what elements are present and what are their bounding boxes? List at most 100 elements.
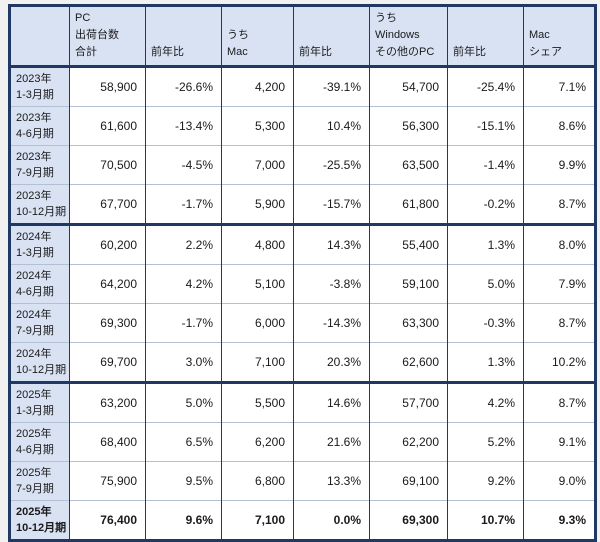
- column-header-line: PC: [75, 12, 91, 24]
- period-year: 2025年: [16, 428, 52, 440]
- column-header-line: Mac: [529, 29, 550, 41]
- value-cell: 3.0%: [145, 342, 222, 383]
- period-quarter: 7-9月期: [16, 325, 54, 337]
- value-cell: 8.7%: [523, 382, 596, 423]
- column-header: PC 出荷台数 合計: [69, 5, 146, 67]
- value-cell: 8.7%: [523, 184, 596, 225]
- column-header-line: Mac: [227, 46, 248, 58]
- year-group-2025: 2025年 1-3月期 63,200 5.0% 5,500 14.6% 57,700 4.2%…: [9, 382, 596, 542]
- table-row: 2024年 1-3月期 60,200 2.2% 4,800 14.3% 55,400 1.3%…: [9, 224, 596, 265]
- period-quarter: 1-3月期: [16, 89, 54, 101]
- period-quarter: 1-3月期: [16, 247, 54, 259]
- column-header: 前年比: [293, 5, 370, 67]
- value-cell: 69,300: [369, 500, 448, 542]
- column-header: 前年比: [447, 5, 524, 67]
- period-cell: 2025年 4-6月期: [9, 422, 70, 462]
- value-cell: 57,700: [369, 382, 448, 423]
- value-cell: 62,200: [369, 422, 448, 462]
- value-cell: -26.6%: [145, 66, 222, 107]
- value-cell: 7.1%: [523, 66, 596, 107]
- period-quarter: 10-12月期: [16, 522, 67, 534]
- value-cell: 63,500: [369, 145, 448, 185]
- table-row: 2025年 10-12月期 76,400 9.6% 7,100 0.0% 69,300 10.…: [9, 500, 596, 542]
- period-quarter: 4-6月期: [16, 444, 54, 456]
- column-header: うち Mac: [221, 5, 294, 67]
- period-cell: 2024年 7-9月期: [9, 303, 70, 343]
- value-cell: 64,200: [69, 264, 146, 304]
- period-quarter: 10-12月期: [16, 364, 67, 376]
- column-header-line: その他のPC: [375, 46, 435, 58]
- value-cell: -14.3%: [293, 303, 370, 343]
- period-year: 2023年: [16, 112, 52, 124]
- period-year: 2023年: [16, 190, 52, 202]
- corner-cell: [9, 5, 70, 67]
- period-cell: 2023年 4-6月期: [9, 106, 70, 146]
- value-cell: -3.8%: [293, 264, 370, 304]
- period-cell: 2023年 7-9月期: [9, 145, 70, 185]
- value-cell: 14.6%: [293, 382, 370, 423]
- value-cell: 6,000: [221, 303, 294, 343]
- value-cell: -15.7%: [293, 184, 370, 225]
- value-cell: -15.1%: [447, 106, 524, 146]
- value-cell: 5,900: [221, 184, 294, 225]
- period-year: 2023年: [16, 73, 52, 85]
- value-cell: -39.1%: [293, 66, 370, 107]
- value-cell: 0.0%: [293, 500, 370, 542]
- value-cell: 9.1%: [523, 422, 596, 462]
- value-cell: -0.2%: [447, 184, 524, 225]
- table-row: 2024年 10-12月期 69,700 3.0% 7,100 20.3% 62,600 1.…: [9, 342, 596, 383]
- period-year: 2025年: [16, 506, 52, 518]
- table-row: 2025年 4-6月期 68,400 6.5% 6,200 21.6% 62,200 5.2%…: [9, 422, 596, 462]
- value-cell: 5,300: [221, 106, 294, 146]
- column-header-line: Windows: [375, 29, 420, 41]
- column-header-line: 前年比: [453, 46, 486, 58]
- value-cell: 6,200: [221, 422, 294, 462]
- value-cell: 4,200: [221, 66, 294, 107]
- table-header-row: PC 出荷台数 合計 前年比 うち Mac 前年比 うち Windows その他のPC 前年比 Mac…: [9, 5, 596, 67]
- value-cell: 10.4%: [293, 106, 370, 146]
- column-header-line: 前年比: [151, 46, 184, 58]
- value-cell: -0.3%: [447, 303, 524, 343]
- year-group-2024: 2024年 1-3月期 60,200 2.2% 4,800 14.3% 55,400 1.3%…: [9, 224, 596, 383]
- value-cell: 4.2%: [447, 382, 524, 423]
- value-cell: 5,500: [221, 382, 294, 423]
- period-year: 2025年: [16, 389, 52, 401]
- column-header: うち Windows その他のPC: [369, 5, 448, 67]
- table-row: 2025年 7-9月期 75,900 9.5% 6,800 13.3% 69,100 9.2%…: [9, 461, 596, 501]
- value-cell: 6,800: [221, 461, 294, 501]
- value-cell: 7.9%: [523, 264, 596, 304]
- year-group-2023: 2023年 1-3月期 58,900 -26.6% 4,200 -39.1% 54,700-…: [9, 66, 596, 225]
- value-cell: 8.0%: [523, 224, 596, 265]
- table-row: 2024年 7-9月期 69,300 -1.7% 6,000 -14.3% 63,300 -0…: [9, 303, 596, 343]
- value-cell: 9.3%: [523, 500, 596, 542]
- value-cell: 21.6%: [293, 422, 370, 462]
- period-year: 2024年: [16, 309, 52, 321]
- table-row: 2024年 4-6月期 64,200 4.2% 5,100 -3.8% 59,100 5.0%…: [9, 264, 596, 304]
- value-cell: 2.2%: [145, 224, 222, 265]
- value-cell: 9.9%: [523, 145, 596, 185]
- column-header: 前年比: [145, 5, 222, 67]
- value-cell: -13.4%: [145, 106, 222, 146]
- value-cell: -1.4%: [447, 145, 524, 185]
- period-cell: 2025年 7-9月期: [9, 461, 70, 501]
- column-header-line: 出荷台数: [75, 29, 119, 41]
- column-header-line: うち: [375, 12, 397, 24]
- value-cell: 5.2%: [447, 422, 524, 462]
- value-cell: -25.4%: [447, 66, 524, 107]
- pc-shipments-table: PC 出荷台数 合計 前年比 うち Mac 前年比 うち Windows その他のPC 前年比 Mac…: [8, 4, 597, 542]
- value-cell: 69,300: [69, 303, 146, 343]
- value-cell: 7,100: [221, 342, 294, 383]
- value-cell: 60,200: [69, 224, 146, 265]
- period-quarter: 7-9月期: [16, 167, 54, 179]
- value-cell: -1.7%: [145, 184, 222, 225]
- value-cell: 8.7%: [523, 303, 596, 343]
- value-cell: 61,600: [69, 106, 146, 146]
- period-cell: 2024年 10-12月期: [9, 342, 70, 383]
- period-year: 2024年: [16, 348, 52, 360]
- value-cell: -4.5%: [145, 145, 222, 185]
- period-cell: 2023年 10-12月期: [9, 184, 70, 225]
- value-cell: 63,300: [369, 303, 448, 343]
- value-cell: 8.6%: [523, 106, 596, 146]
- period-cell: 2024年 1-3月期: [9, 224, 70, 265]
- value-cell: 55,400: [369, 224, 448, 265]
